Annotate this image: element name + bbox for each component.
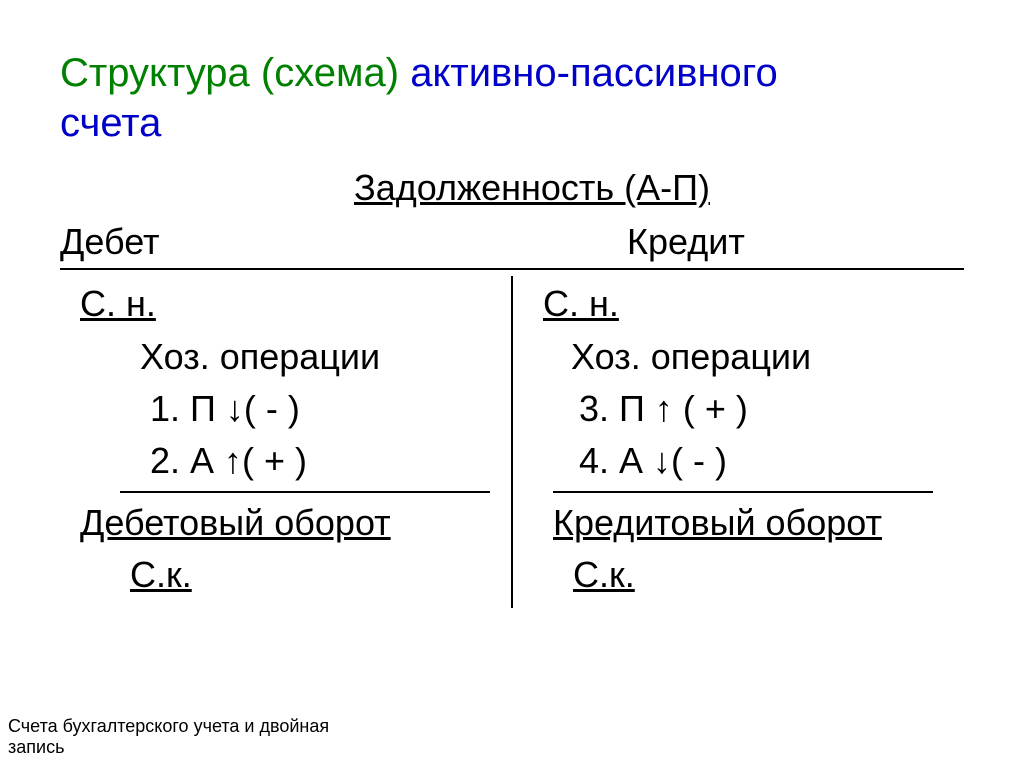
slide: Структура (схема) активно-пассивного сче…: [0, 0, 1024, 608]
slide-title-line2: счета: [60, 98, 964, 148]
t-account-body: С. н. Хоз. операции 1. П ↓( - ) 2. А ↑( …: [60, 276, 964, 607]
credit-turnover: Кредитовый оборот: [533, 497, 954, 549]
debit-separator-icon: [120, 491, 490, 493]
t-account-header: Дебет Кредит: [60, 216, 964, 270]
credit-opening-balance: С. н.: [533, 278, 954, 330]
debit-header: Дебет: [60, 216, 397, 268]
credit-operation-2: 4. А ↓( - ): [533, 435, 954, 487]
account-name: Задолженность (А-П): [60, 162, 964, 214]
footer-line-1: Счета бухгалтерского учета и двойная: [8, 716, 329, 738]
debit-operations-title: Хоз. операции: [80, 331, 501, 383]
debit-operation-1: 1. П ↓( - ): [80, 383, 501, 435]
debit-turnover: Дебетовый оборот: [80, 497, 501, 549]
credit-column: С. н. Хоз. операции 3. П ↑ ( + ) 4. А ↓(…: [513, 276, 964, 607]
debit-opening-balance: С. н.: [80, 278, 501, 330]
debit-operation-2: 2. А ↑( + ): [80, 435, 501, 487]
credit-separator-icon: [553, 491, 933, 493]
credit-header: Кредит: [397, 216, 964, 268]
title-part-3: счета: [60, 101, 161, 145]
footer-line-2: запись: [8, 737, 329, 759]
title-part-2: активно-пассивного: [410, 51, 778, 95]
credit-closing-balance: С.к.: [533, 549, 954, 601]
debit-closing-balance: С.к.: [80, 549, 501, 601]
slide-title: Структура (схема) активно-пассивного: [60, 48, 964, 98]
footer-note: Счета бухгалтерского учета и двойная зап…: [8, 716, 329, 759]
credit-operations-title: Хоз. операции: [533, 331, 954, 383]
credit-operation-1: 3. П ↑ ( + ): [533, 383, 954, 435]
content-area: Задолженность (А-П) Дебет Кредит С. н. Х…: [60, 162, 964, 608]
debit-column: С. н. Хоз. операции 1. П ↓( - ) 2. А ↑( …: [60, 276, 513, 607]
title-part-1: Структура (схема): [60, 51, 399, 95]
